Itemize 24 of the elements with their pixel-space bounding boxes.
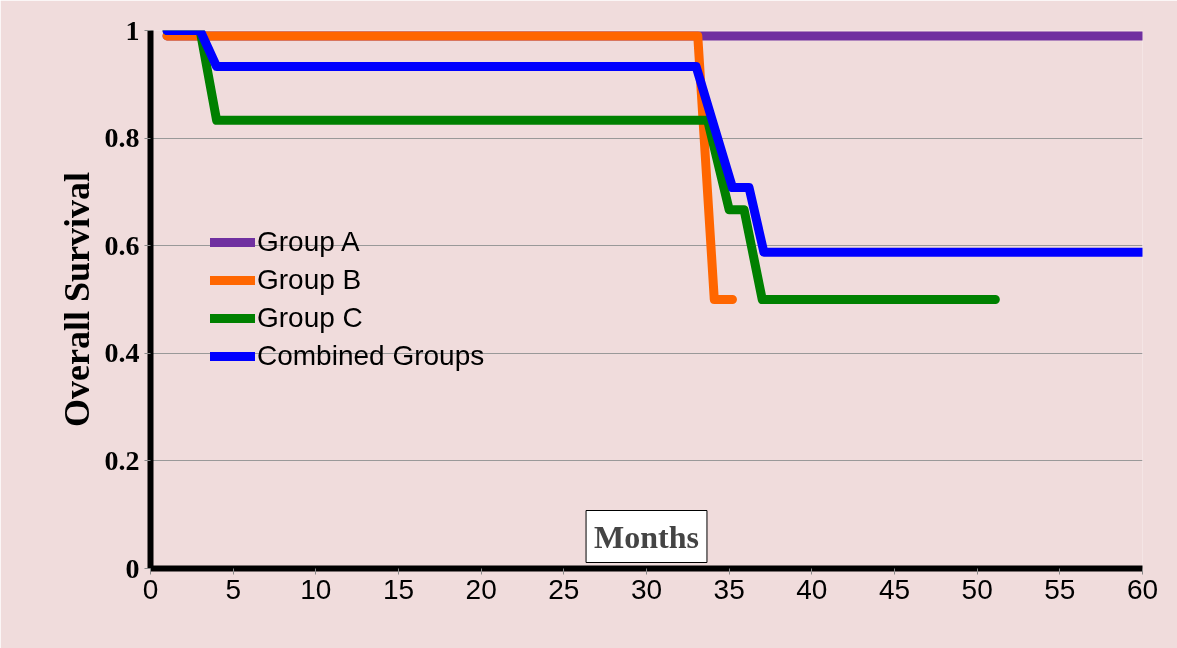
y-tick-label: 0.4 (104, 337, 140, 369)
y-tick-label: 0 (125, 552, 140, 584)
x-tick-label: 30 (630, 573, 663, 605)
x-tick-label: 15 (382, 573, 415, 605)
x-tick-label: 20 (465, 573, 497, 605)
x-tick-label: 45 (878, 573, 911, 605)
legend-label: Combined Groups (257, 340, 485, 372)
y-axis-title: Overall Survival (56, 171, 97, 427)
legend-label: Group A (257, 226, 360, 258)
y-tick-label: 1 (125, 14, 140, 46)
x-tick-label: 25 (548, 573, 580, 605)
x-tick-label: 5 (225, 573, 241, 605)
x-tick-label: 60 (1126, 573, 1159, 605)
legend-label: Group B (257, 264, 362, 296)
x-axis-title: Months (594, 518, 699, 555)
y-tick-label: 0.2 (104, 444, 140, 476)
legend-label: Group C (257, 302, 363, 334)
y-tick-label: 0.8 (104, 122, 140, 154)
x-tick-label: 40 (796, 573, 828, 605)
x-tick-label: 35 (713, 573, 745, 605)
y-tick-label: 0.6 (104, 229, 140, 261)
x-tick-label: 10 (300, 573, 332, 605)
x-tick-label: 50 (961, 573, 993, 605)
x-tick-label: 55 (1044, 573, 1076, 605)
